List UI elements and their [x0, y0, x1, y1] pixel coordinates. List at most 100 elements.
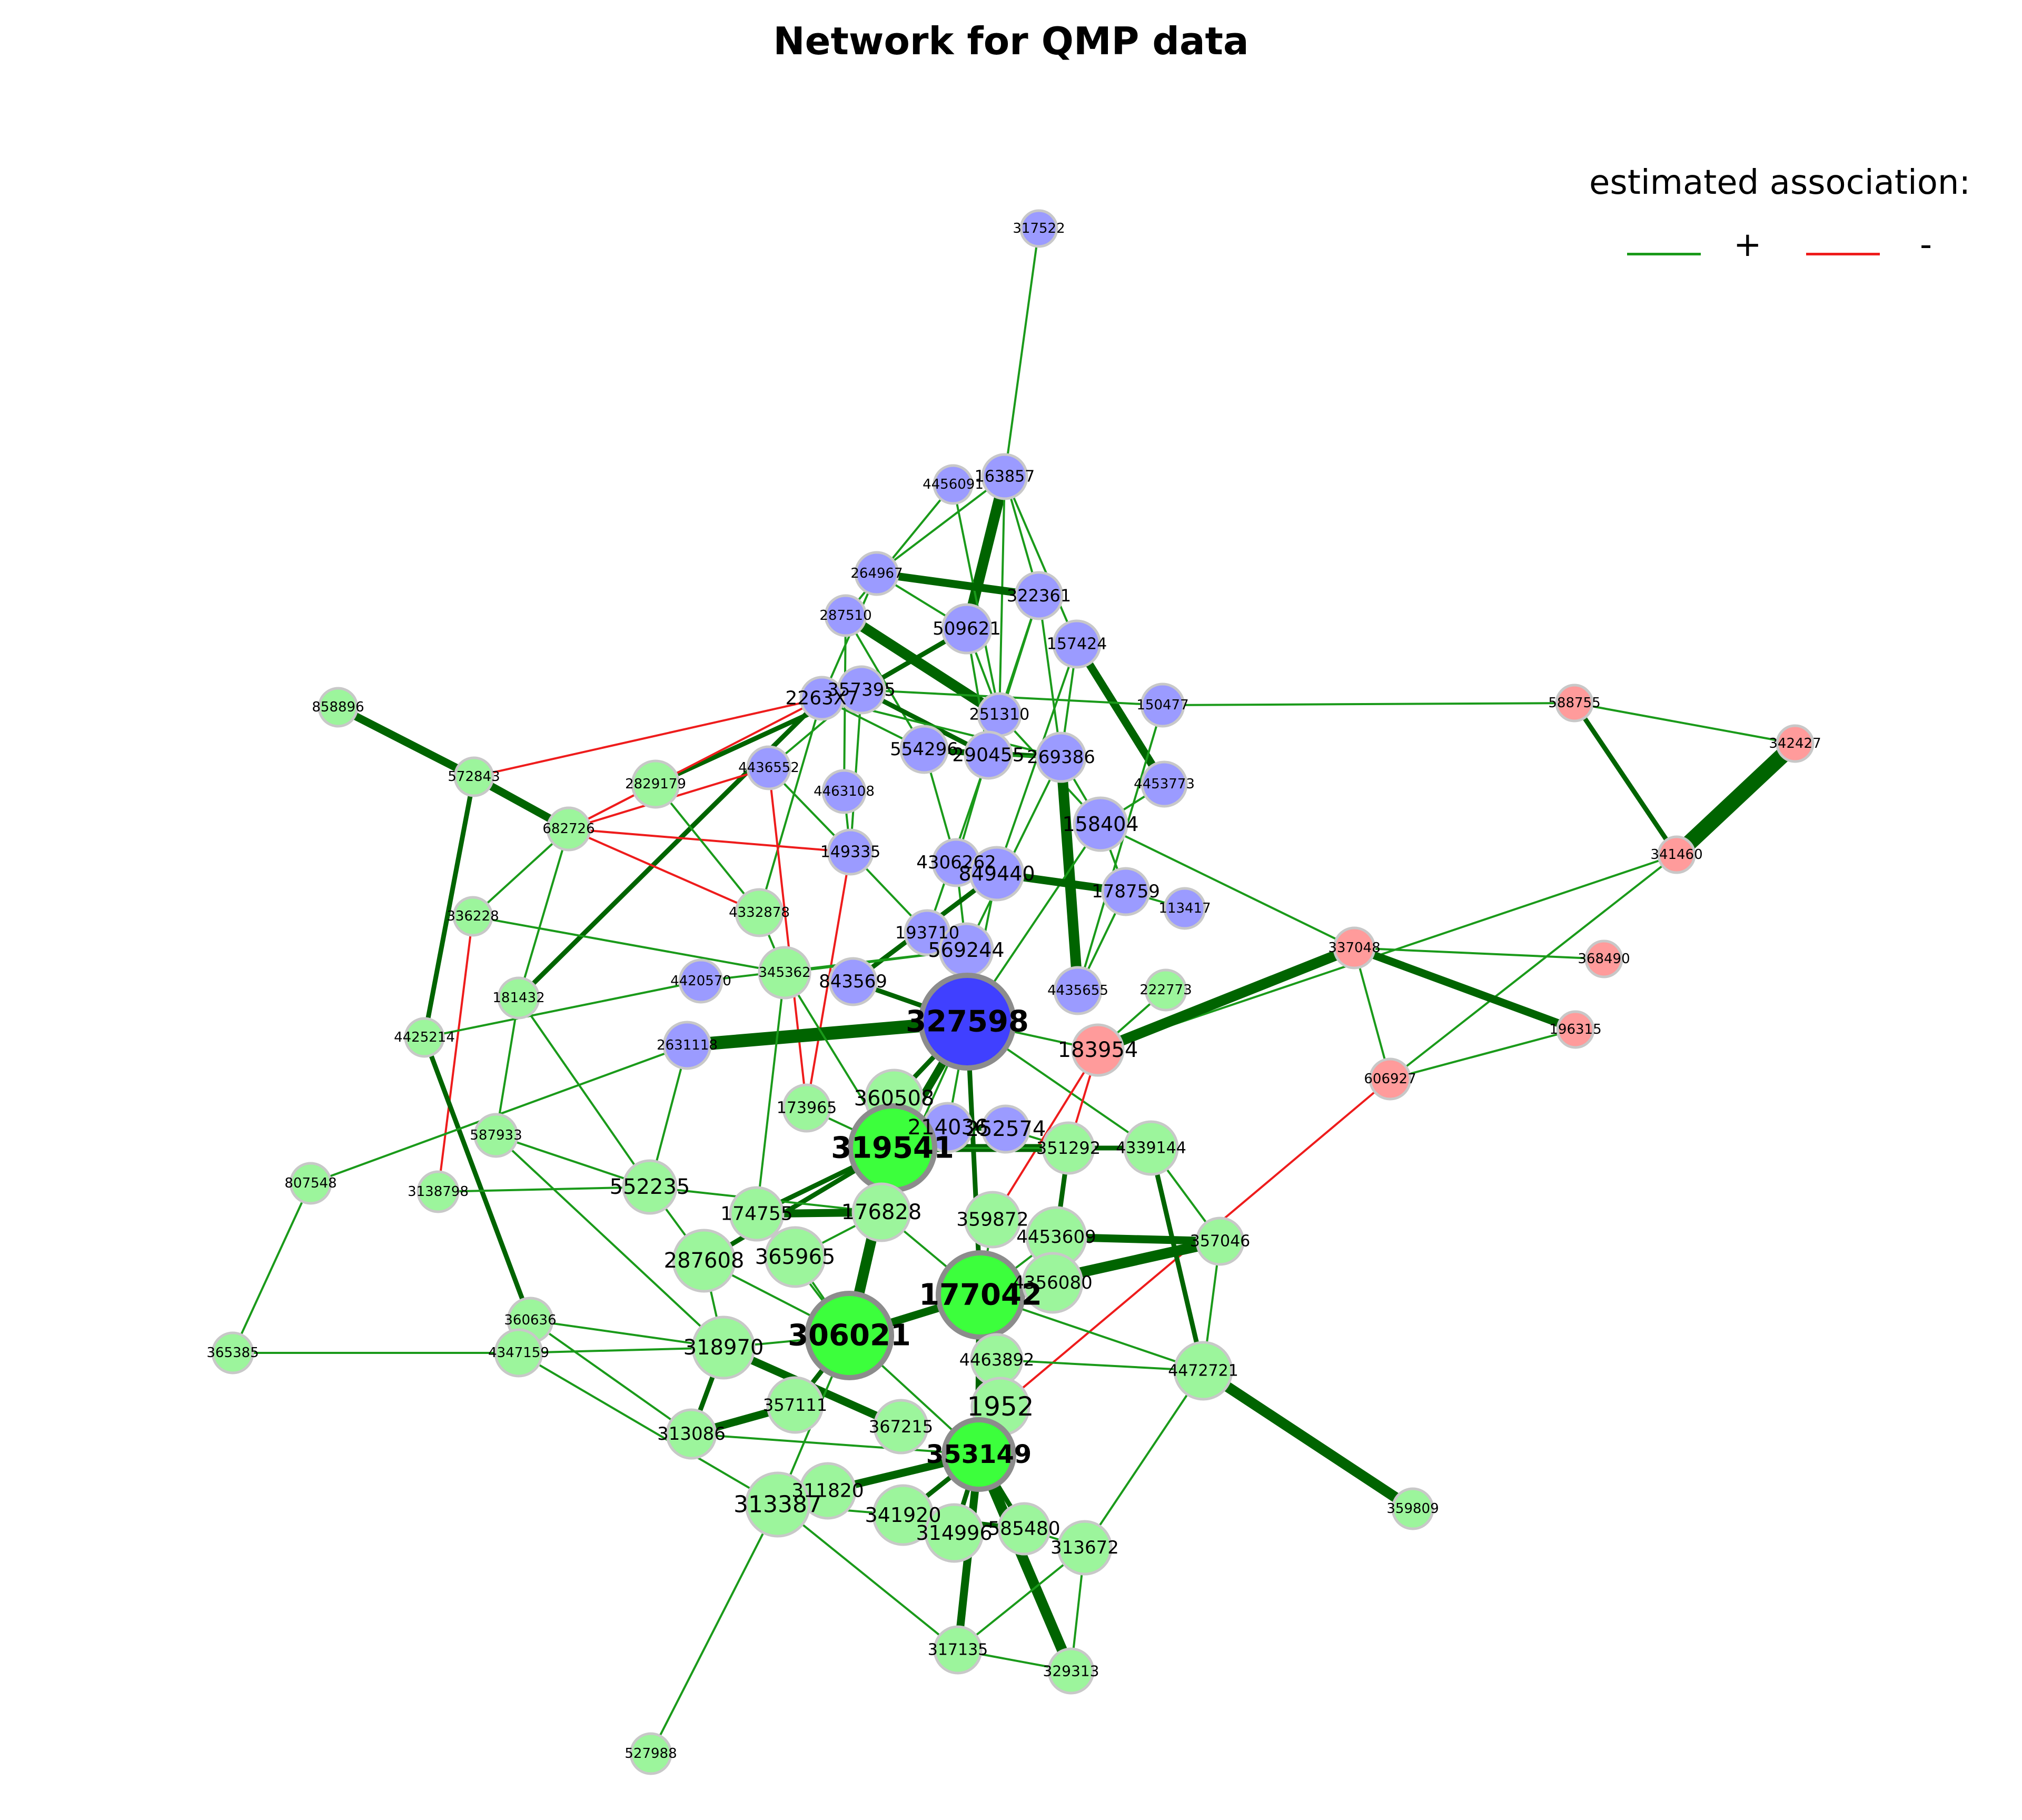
edge-588755-342427	[1574, 702, 1796, 745]
node-label-4420570: 4420570	[670, 973, 731, 989]
node-196315	[1556, 1010, 1595, 1049]
node-label-313086: 313086	[657, 1423, 726, 1445]
node-588755	[1555, 684, 1594, 723]
node-843569	[828, 957, 878, 1006]
edge-163857-157424	[1004, 476, 1078, 645]
edge-588755-341460	[1572, 701, 1679, 856]
edge-337048-196315	[1353, 944, 1577, 1034]
node-label-351292: 351292	[1036, 1138, 1101, 1158]
node-label-588755: 588755	[1548, 695, 1600, 711]
node-label-569244: 569244	[928, 938, 1004, 962]
edge-163857-251310	[998, 476, 1006, 715]
node-label-178759: 178759	[1092, 881, 1160, 902]
node-label-682726: 682726	[542, 821, 594, 837]
node-label-353149: 353149	[926, 1440, 1032, 1469]
node-label-149335: 149335	[820, 843, 881, 862]
node-label-572843: 572843	[448, 769, 500, 785]
edge-336228-345362	[472, 915, 785, 974]
node-552235	[622, 1159, 678, 1215]
node-label-287510: 287510	[819, 608, 871, 624]
node-label-251310: 251310	[969, 706, 1030, 724]
edge-264967-322361	[876, 569, 1040, 600]
legend-positive-symbol: +	[1733, 225, 1762, 264]
node-label-357395: 357395	[827, 679, 896, 700]
node-label-606927: 606927	[1364, 1071, 1416, 1087]
node-label-4463108: 4463108	[814, 784, 875, 799]
edge-4425214-4420570	[424, 980, 701, 1038]
node-4339144	[1123, 1120, 1179, 1176]
node-label-177042: 177042	[919, 1278, 1042, 1312]
edge-313387-317135	[777, 1504, 959, 1651]
node-label-527988: 527988	[625, 1746, 677, 1762]
edge-4347159-313387	[518, 1352, 779, 1506]
edge-4472721-313672	[1084, 1370, 1204, 1549]
node-359809	[1391, 1487, 1434, 1530]
node-337048	[1333, 926, 1376, 970]
edge-322361-269386	[1038, 595, 1062, 758]
node-label-313672: 313672	[1050, 1537, 1119, 1558]
edge-2263X7-572843	[473, 697, 822, 778]
node-353149	[941, 1417, 1016, 1492]
node-357111	[766, 1376, 824, 1434]
node-554296	[899, 725, 949, 774]
edge-4425214-360636	[422, 1036, 533, 1321]
edge-336228-3138798	[437, 916, 474, 1192]
edge-337048-606927	[1353, 947, 1391, 1080]
node-label-183954: 183954	[1058, 1038, 1138, 1062]
node-157424	[1052, 619, 1102, 669]
node-527988	[629, 1732, 672, 1775]
node-label-3138798: 3138798	[408, 1184, 469, 1200]
edge-196315-606927	[1390, 1028, 1576, 1080]
node-336228	[452, 896, 493, 937]
node-label-4472721: 4472721	[1168, 1362, 1238, 1380]
node-322361	[1014, 571, 1064, 620]
node-label-314996: 314996	[916, 1521, 992, 1545]
node-4463108	[821, 769, 867, 814]
node-313672	[1057, 1520, 1113, 1576]
edge-341460-183954	[1097, 854, 1677, 1051]
node-label-365965: 365965	[755, 1245, 836, 1269]
node-264967	[854, 551, 899, 596]
node-849440	[969, 846, 1025, 902]
node-label-214036: 214036	[908, 1115, 988, 1140]
edge-287510-554296	[845, 615, 925, 750]
node-label-2263X7: 2263X7	[785, 688, 858, 709]
node-4420570	[678, 958, 723, 1004]
node-label-319541: 319541	[831, 1131, 954, 1165]
node-label-174755: 174755	[720, 1203, 792, 1225]
chart-title: Network for QMP data	[773, 19, 1249, 63]
edge-181432-587933	[495, 997, 520, 1136]
edge-150477-588755	[1162, 702, 1575, 706]
node-4453773	[1141, 760, 1188, 808]
node-4456091	[933, 464, 974, 505]
node-807548	[289, 1162, 332, 1205]
edge-4472721-359809	[1200, 1366, 1416, 1514]
node-113417	[1163, 887, 1206, 930]
edge-341460-606927	[1389, 854, 1678, 1080]
edge-682726-181432	[518, 828, 570, 998]
edge-313387-527988	[650, 1504, 779, 1754]
node-269386	[1035, 731, 1087, 783]
node-label-359809: 359809	[1386, 1501, 1439, 1517]
node-290455	[964, 730, 1013, 780]
node-label-4453773: 4453773	[1134, 776, 1195, 792]
node-label-318970: 318970	[683, 1336, 764, 1360]
edge-3138798-552235	[438, 1186, 650, 1193]
node-label-341920: 341920	[865, 1504, 941, 1527]
node-label-150477: 150477	[1136, 697, 1188, 713]
node-4425214	[404, 1017, 445, 1058]
edge-572843-4425214	[422, 776, 477, 1038]
node-label-849440: 849440	[958, 862, 1035, 885]
node-351292	[1042, 1121, 1095, 1175]
node-label-4347159: 4347159	[488, 1345, 549, 1361]
node-357046	[1195, 1216, 1245, 1266]
node-368490	[1584, 939, 1623, 978]
node-label-317522: 317522	[1013, 221, 1065, 236]
node-label-222773: 222773	[1139, 982, 1192, 998]
node-345362	[758, 946, 811, 1000]
node-label-4436552: 4436552	[738, 760, 799, 776]
node-173965	[782, 1083, 831, 1133]
node-label-4463892: 4463892	[959, 1350, 1035, 1370]
